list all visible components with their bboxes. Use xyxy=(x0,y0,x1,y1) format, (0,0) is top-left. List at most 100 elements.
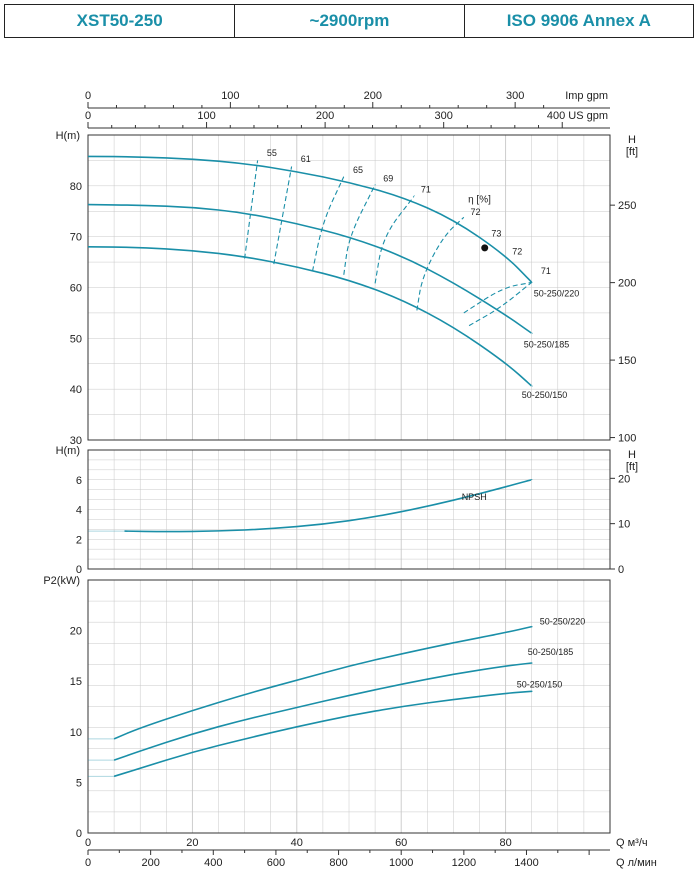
efficiency-iso-line xyxy=(311,176,345,272)
y-tick-label: 20 xyxy=(70,626,82,638)
y-axis-label: H(m) xyxy=(56,445,80,457)
q-m3h-tick-label: 20 xyxy=(186,837,198,849)
q-lmin-tick-label: 200 xyxy=(141,857,159,869)
efficiency-iso-line xyxy=(343,184,376,275)
efficiency-label: 65 xyxy=(353,165,363,175)
panel-1 xyxy=(87,134,611,441)
y-right-axis-label: H xyxy=(628,449,636,461)
y-tick-label: 0 xyxy=(76,828,82,840)
y-right-tick-label: 0 xyxy=(618,564,624,576)
y-axis-label: P2(kW) xyxy=(43,575,80,587)
efficiency-iso-line xyxy=(374,195,415,284)
y-right-tick-label: 250 xyxy=(618,200,636,212)
imp-gpm-tick-label: 200 xyxy=(364,90,382,102)
y-right-tick-label: 10 xyxy=(618,519,630,531)
y-axis-label: H(m) xyxy=(56,130,80,142)
y-tick-label: 50 xyxy=(70,333,82,345)
efficiency-label: 72 xyxy=(512,246,522,256)
y-tick-label: 4 xyxy=(76,505,82,517)
model-name: XST50-250 xyxy=(76,11,163,30)
y-tick-label: 70 xyxy=(70,232,82,244)
efficiency-label: 71 xyxy=(541,266,551,276)
y-tick-label: 60 xyxy=(70,283,82,295)
q-lmin-tick-label: 800 xyxy=(329,857,347,869)
panel-frame xyxy=(87,134,611,441)
panel-2 xyxy=(87,449,611,570)
efficiency-label: 73 xyxy=(491,229,501,239)
power-series-label: 50-250/220 xyxy=(540,617,586,627)
y-tick-label: 2 xyxy=(76,534,82,546)
efficiency-label: 72 xyxy=(470,207,480,217)
best-efficiency-point xyxy=(481,244,489,252)
imp-gpm-tick-label: 0 xyxy=(85,90,91,102)
q-lmin-tick-label: 600 xyxy=(267,857,285,869)
q-m3h-tick-label: 40 xyxy=(291,837,303,849)
y-right-tick-label: 150 xyxy=(618,355,636,367)
power-curve-50-250-220 xyxy=(113,625,533,740)
y-tick-label: 5 xyxy=(76,777,82,789)
y-right-axis-label: H xyxy=(628,134,636,146)
us-gpm-tick-label: 200 xyxy=(316,110,334,122)
q-m3h-axis-label: Q м³/ч xyxy=(616,837,648,849)
q-lmin-tick-label: 1000 xyxy=(389,857,413,869)
imp-gpm-tick-label: 300 xyxy=(506,90,524,102)
imp-gpm-tick-label: 100 xyxy=(221,90,239,102)
y-tick-label: 40 xyxy=(70,384,82,396)
head-series-label: 50-250/185 xyxy=(524,339,570,349)
power-series-label: 50-250/150 xyxy=(517,679,563,689)
q-lmin-tick-label: 400 xyxy=(204,857,222,869)
y-right-tick-label: 200 xyxy=(618,278,636,290)
y-tick-label: 10 xyxy=(70,727,82,739)
power-curve-50-250-150 xyxy=(113,690,533,778)
efficiency-label: 55 xyxy=(267,148,277,158)
head-series-label: 50-250/220 xyxy=(534,288,580,298)
standard-label: ISO 9906 Annex A xyxy=(506,11,651,30)
efficiency-iso-line xyxy=(244,160,259,259)
q-lmin-axis-label: Q л/мин xyxy=(616,857,657,869)
us-gpm-tick-label: 300 xyxy=(434,110,452,122)
efficiency-iso-line xyxy=(468,281,533,327)
y-right-axis-label: [ft] xyxy=(626,146,638,158)
head-curve-50-250-150 xyxy=(87,246,533,387)
y-tick-label: 6 xyxy=(76,475,82,487)
q-m3h-tick-label: 0 xyxy=(85,837,91,849)
head-series-label: 50-250/150 xyxy=(522,390,568,400)
efficiency-label: 71 xyxy=(421,184,431,194)
standard-cell: ISO 9906 Annex A xyxy=(463,5,693,37)
q-lmin-tick-label: 1200 xyxy=(452,857,476,869)
y-tick-label: 80 xyxy=(70,181,82,193)
us-gpm-tick-label: 100 xyxy=(197,110,215,122)
npsh-curve-NPSH xyxy=(124,478,533,533)
efficiency-axis-label: η [%] xyxy=(468,195,491,206)
header-bar: XST50-250 ~2900rpm ISO 9906 Annex A xyxy=(4,4,694,38)
efficiency-iso-line xyxy=(463,281,533,314)
panel-frame xyxy=(87,449,611,570)
panel-frame xyxy=(87,579,611,834)
efficiency-label: 69 xyxy=(383,173,393,183)
efficiency-label: 61 xyxy=(301,154,311,164)
us-gpm-axis-label: 400 US gpm xyxy=(547,110,608,122)
speed-value: ~2900rpm xyxy=(309,11,390,30)
head-curve-50-250-220 xyxy=(87,155,533,284)
y-tick-label: 15 xyxy=(70,676,82,688)
q-m3h-tick-label: 60 xyxy=(395,837,407,849)
model-cell: XST50-250 xyxy=(5,5,234,37)
npsh-series-label: NPSH xyxy=(462,492,487,502)
q-m3h-tick-label: 80 xyxy=(499,837,511,849)
y-tick-label: 0 xyxy=(76,564,82,576)
y-right-tick-label: 100 xyxy=(618,433,636,445)
efficiency-iso-line xyxy=(416,216,465,311)
power-curve-50-250-185 xyxy=(113,662,533,761)
q-lmin-tick-label: 0 xyxy=(85,857,91,869)
y-right-axis-label: [ft] xyxy=(626,461,638,473)
power-series-label: 50-250/185 xyxy=(528,647,574,657)
imp-gpm-axis-label: Imp gpm xyxy=(565,90,608,102)
efficiency-iso-line xyxy=(273,166,293,265)
us-gpm-tick-label: 0 xyxy=(85,110,91,122)
speed-cell: ~2900rpm xyxy=(234,5,463,37)
head-curve-50-250-185 xyxy=(87,203,533,335)
y-right-tick-label: 20 xyxy=(618,473,630,485)
y-tick-label: 30 xyxy=(70,435,82,447)
q-lmin-tick-label: 1400 xyxy=(514,857,538,869)
